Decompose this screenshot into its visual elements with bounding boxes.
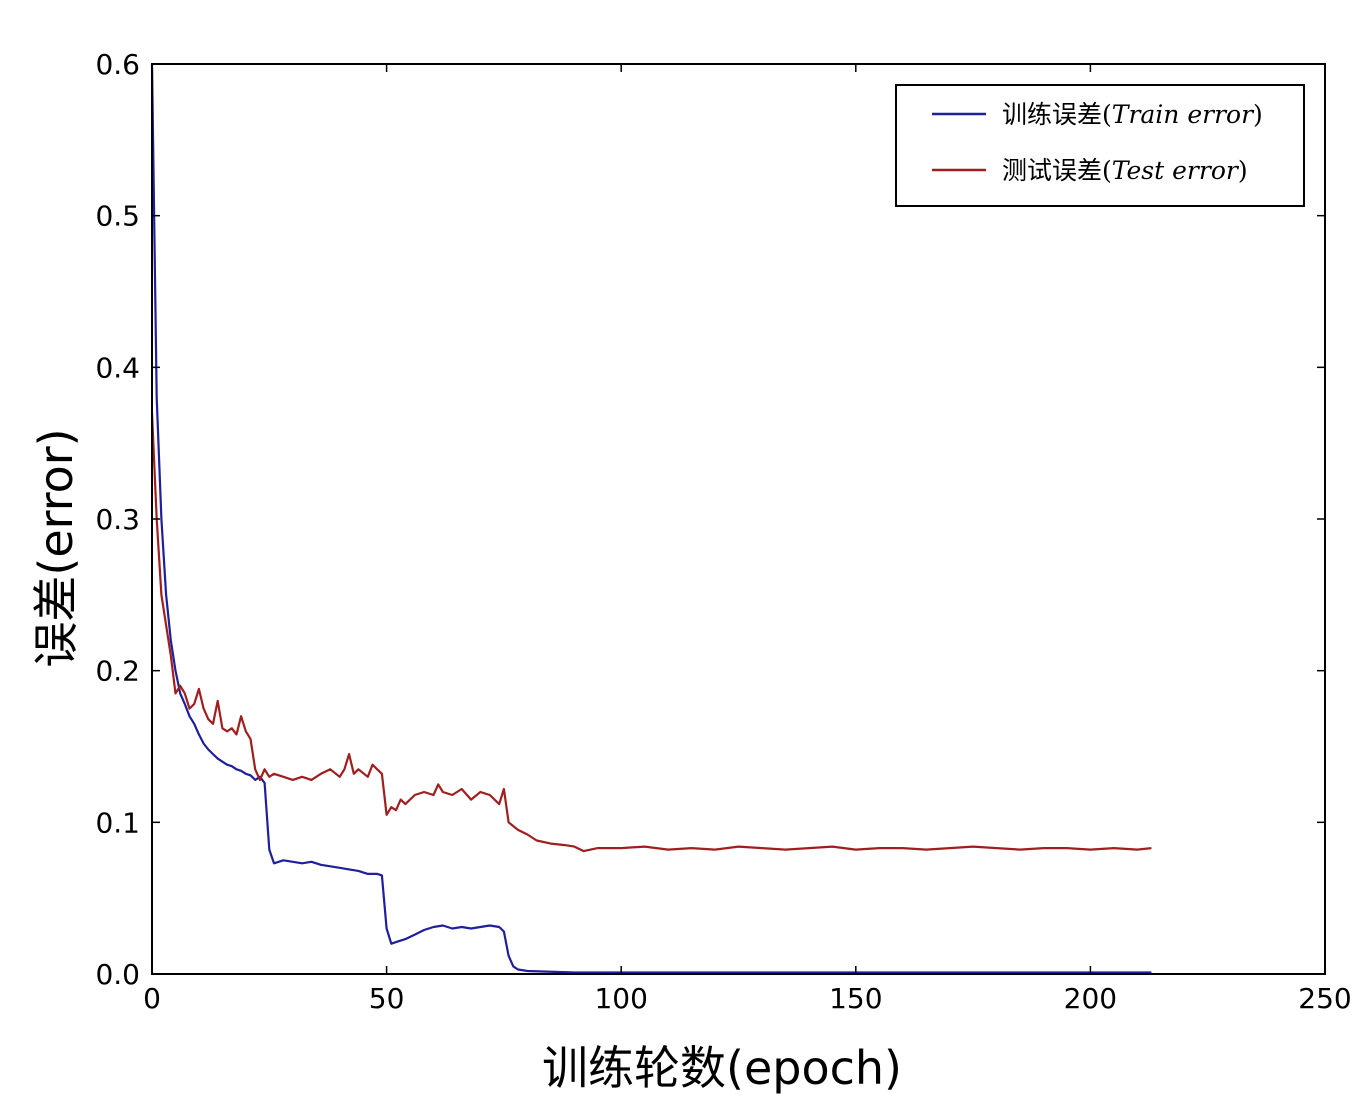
legend-label-test: 测试误差(Test error)	[1002, 156, 1248, 185]
legend-label-train: 训练误差(Train error)	[1002, 100, 1263, 129]
plot-frame	[151, 63, 1326, 975]
series-line-test	[150, 412, 1152, 853]
y-tick-label: 0.0	[95, 958, 140, 991]
x-tick-label: 150	[829, 982, 882, 1015]
y-tick-label: 0.4	[95, 351, 140, 384]
axes-frame	[151, 63, 1326, 975]
plot-area	[150, 63, 1152, 974]
y-tick-label: 0.1	[95, 806, 140, 839]
x-tick-label: 50	[369, 982, 405, 1015]
y-axis-title: 误差(error)	[29, 428, 83, 667]
x-tick-label: 200	[1064, 982, 1117, 1015]
y-tick-label: 0.3	[95, 503, 140, 536]
y-tick-label: 0.2	[95, 655, 140, 688]
axis-ticks: 0 50 100 150 200 250 0.0 0.1 0.2 0.3 0.4 0.5 0.6	[95, 48, 1351, 1015]
x-axis-title: 训练轮数(epoch)	[542, 1041, 902, 1095]
y-tick-label: 0.5	[95, 200, 140, 233]
x-tick-label: 250	[1298, 982, 1351, 1015]
y-tick-label: 0.6	[95, 48, 140, 81]
legend: 训练误差(Train error) 测试误差(Test error)	[895, 84, 1305, 207]
x-tick-label: 100	[594, 982, 647, 1015]
legend-box	[895, 84, 1305, 207]
x-tick-label: 0	[143, 982, 161, 1015]
series-line-train	[150, 63, 1152, 974]
